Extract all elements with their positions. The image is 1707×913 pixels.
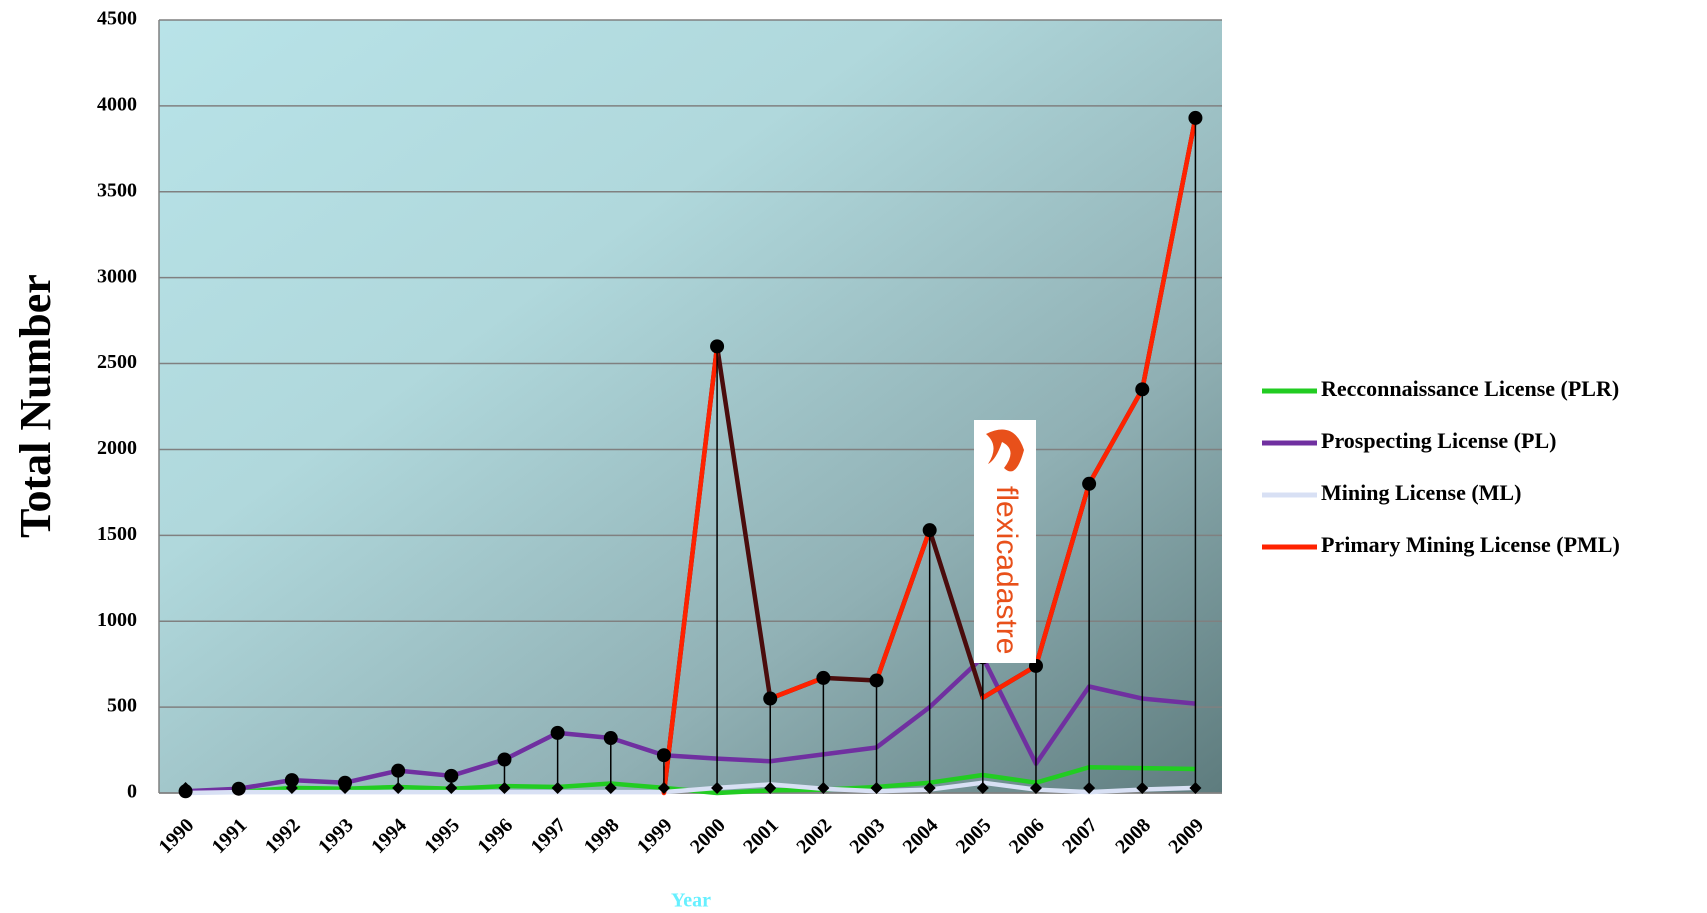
drop-diamond [870,782,883,794]
x-axis-title: Year [671,890,711,912]
x-tick-label: 2001 [739,814,783,858]
marker [1082,476,1097,491]
drop-diamond [976,782,989,794]
x-tick-label: 1992 [261,814,305,858]
x-tick-label: 2003 [845,814,889,858]
marker [603,731,618,746]
drop-diamond [817,782,830,794]
marker [444,768,459,783]
x-tick-label: 1998 [580,814,624,858]
drop-diamond [551,782,564,794]
drop-diamond [604,782,617,794]
x-tick-label: 1999 [633,814,677,858]
rising-segment [767,675,826,701]
marker [497,752,512,767]
marker [231,781,246,796]
legend-label: Prospecting License (PL) [1321,428,1556,453]
marker [869,673,884,688]
legend-label: Mining License (ML) [1321,480,1521,505]
x-tick-label: 2004 [899,814,943,858]
series-line [185,780,1196,796]
marker [284,773,299,788]
y-tick-label: 2000 [97,437,137,459]
x-tick-label: 1990 [155,814,199,858]
marker [391,763,406,778]
x-tick-label: 2002 [792,814,836,858]
plot-area [159,20,1222,793]
x-tick-label: 2007 [1058,814,1102,858]
x-tick-label: 1991 [208,814,252,858]
drop-diamond [498,782,511,794]
x-tick-label: 2008 [1111,814,1155,858]
drop-diamond [764,782,777,794]
logo-icon [986,429,1024,472]
marker [1188,110,1203,125]
y-tick-label: 0 [127,781,137,803]
drop-diamond [1083,782,1096,794]
marker [338,775,353,790]
logo-text: flexicadastre [990,486,1023,654]
rising-segment [1033,481,1092,669]
drop-diamond [711,782,724,794]
drop-diamond [392,782,405,794]
marker [816,670,831,685]
marker [1135,382,1150,397]
marker [922,523,937,538]
rising-segment [980,663,1039,700]
x-tick-label: 2006 [1005,814,1049,858]
drop-diamond [1029,782,1042,794]
series-line [185,655,1196,794]
marker [178,784,193,799]
drop-diamond [1189,782,1202,794]
marker [710,339,725,354]
marker [763,691,778,706]
y-tick-label: 500 [107,695,137,717]
x-tick-label: 1996 [473,814,517,858]
y-tick-label: 3000 [97,265,137,287]
y-tick-label: 2500 [97,351,137,373]
x-tick-label: 1994 [367,814,411,858]
x-tick-label: 2000 [686,814,730,858]
marker [550,725,565,740]
y-tick-label: 1000 [97,609,137,631]
x-tick-label: 1997 [527,814,571,858]
drop-diamond [923,782,936,794]
marker [656,748,671,763]
rising-segment [661,344,720,796]
logo-box [974,420,1036,663]
x-tick-label: 2005 [952,814,996,858]
x-tick-label: 1993 [314,814,358,858]
drop-diamond [1136,782,1149,794]
y-tick-label: 4000 [97,93,137,115]
logo: flexicadastre [974,420,1036,663]
y-tick-label: 4500 [97,8,137,30]
drop-diamond [445,782,458,794]
y-tick-label: 3500 [97,179,137,201]
rising-segment [1086,387,1145,487]
legend-label: Recconnaissance License (PLR) [1321,376,1619,401]
y-axis-title: Total Number [11,274,60,538]
drop-diamond [657,782,670,794]
rising-segment [874,527,932,683]
x-tick-label: 1995 [420,814,464,858]
y-tick-label: 1500 [97,523,137,545]
legend-label: Primary Mining License (PML) [1321,532,1620,557]
x-tick-label: 2009 [1164,814,1208,858]
rising-segment [1140,115,1198,392]
